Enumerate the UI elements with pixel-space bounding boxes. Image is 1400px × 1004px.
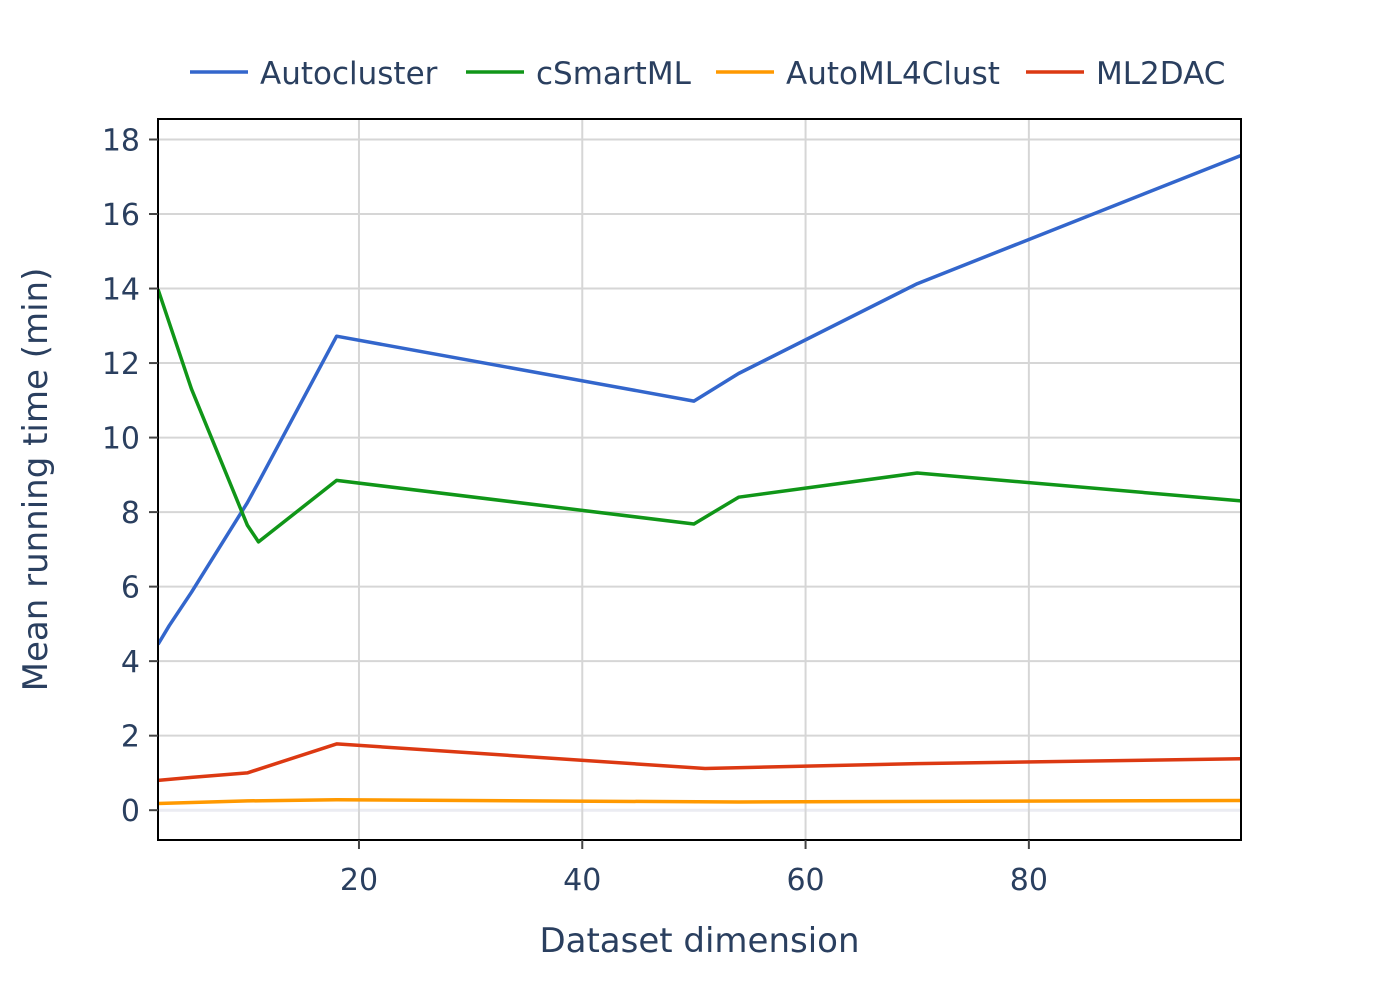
legend[interactable]: Autocluster cSmartML AutoML4Clust ML2DAC [190, 56, 1225, 92]
legend-label: Autocluster [260, 56, 438, 92]
legend-label: ML2DAC [1096, 56, 1225, 92]
legend-item-automl4clust[interactable]: AutoML4Clust [716, 56, 1000, 92]
y-axis-title: Mean running time (min) [16, 268, 56, 692]
legend-item-csmartml[interactable]: cSmartML [466, 56, 692, 92]
legend-item-autocluster[interactable]: Autocluster [190, 56, 438, 92]
series-line-automl4clust [158, 798, 1241, 806]
plot-frame [157, 118, 1242, 841]
grid [158, 119, 1241, 840]
x-tick-label: 20 [340, 863, 378, 898]
x-tick-label: 40 [563, 863, 601, 898]
series-line-ml2dac [158, 742, 1241, 783]
x-axis-title: Dataset dimension [539, 921, 859, 961]
legend-label: cSmartML [536, 56, 692, 92]
axis-ticks: 0 2 4 6 8 10 12 14 16 18 20 40 60 80 [102, 123, 1048, 898]
legend-item-ml2dac[interactable]: ML2DAC [1026, 56, 1225, 92]
y-tick-label: 10 [102, 422, 140, 457]
y-tick-label: 12 [102, 347, 140, 382]
series-line-autocluster [158, 153, 1241, 646]
series-lines [158, 153, 1241, 806]
y-tick-label: 6 [121, 571, 140, 606]
series-line-csmartml [158, 288, 1241, 544]
y-tick-label: 18 [102, 123, 140, 158]
y-tick-label: 2 [121, 720, 140, 755]
x-tick-label: 60 [786, 863, 824, 898]
legend-label: AutoML4Clust [786, 56, 1000, 92]
y-tick-label: 0 [121, 794, 140, 829]
y-tick-label: 14 [102, 273, 140, 308]
y-tick-label: 8 [121, 496, 140, 531]
x-tick-label: 80 [1010, 863, 1048, 898]
y-tick-label: 16 [102, 198, 140, 233]
y-tick-label: 4 [121, 645, 140, 680]
